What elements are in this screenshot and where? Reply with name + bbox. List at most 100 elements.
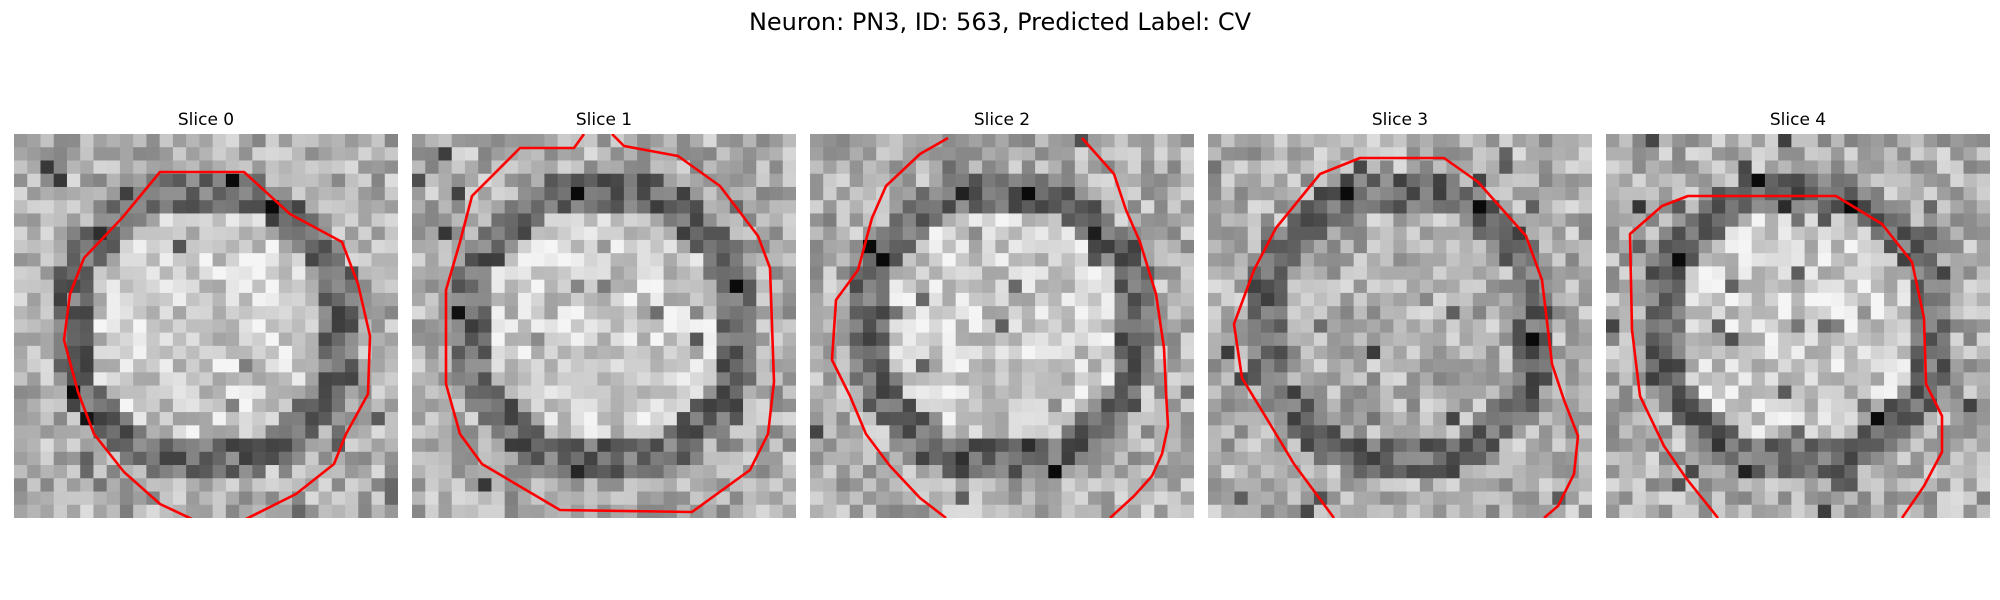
pixel-cell [1751,412,1766,426]
pixel-cell [716,266,731,281]
pixel-cell [1870,186,1885,201]
pixel-cell [1247,412,1262,426]
pixel-cell [756,292,771,307]
pixel-cell [1791,213,1806,228]
pixel-cell [1048,147,1063,162]
pixel-cell [1313,345,1328,360]
pixel-cell [133,465,148,479]
pixel-cell [66,186,81,201]
pixel-cell [1021,279,1036,294]
pixel-cell [1366,345,1381,360]
pixel-cell [27,279,42,294]
pixel-cell [1287,438,1302,453]
pixel-cell [823,451,838,466]
pixel-cell [1208,438,1222,453]
pixel-cell [1088,134,1102,148]
pixel-cell [1831,345,1845,360]
pixel-cell [1260,213,1275,228]
pixel-cell [1738,504,1753,518]
pixel-cell [1525,359,1540,373]
pixel-cell [53,134,68,148]
pixel-cell [305,491,320,506]
pixel-cell [1366,226,1381,241]
pixel-cell [27,186,42,201]
pixel-cell [810,398,824,413]
pixel-cell [1738,186,1753,201]
pixel-cell [557,173,572,188]
pixel-cell [915,226,930,241]
pixel-cell [1685,147,1700,162]
pixel-cell [1857,425,1872,440]
pixel-cell [1897,438,1912,453]
pixel-cell [743,491,757,506]
pixel-cell [1419,253,1434,268]
pixel-cell [1817,147,1832,162]
pixel-cell [597,359,612,373]
pixel-cell [1658,173,1673,188]
pixel-cell [836,345,851,360]
pixel-cell [1088,345,1102,360]
pixel-cell [1632,425,1647,440]
pixel-cell [1180,412,1194,426]
pixel-cell [1619,160,1634,175]
pixel-cell [199,345,214,360]
pixel-cell [1698,412,1713,426]
pixel-cell [318,134,333,148]
pixel-cell [1552,319,1567,334]
pixel-cell [40,134,55,148]
pixel-cell [597,451,612,466]
pixel-cell [1472,266,1487,281]
pixel-cell [1486,398,1500,413]
pixel-cell [1300,491,1315,506]
pixel-cell [1459,451,1474,466]
pixel-cell [478,292,493,307]
pixel-cell [1870,465,1885,479]
pixel-cell [1578,239,1592,254]
pixel-cell [146,332,161,347]
pixel-cell [1114,345,1129,360]
pixel-cell [889,332,904,347]
pixel-cell [1578,279,1592,294]
pixel-cell [133,292,148,307]
pixel-cell [80,239,95,254]
pixel-cell [371,186,386,201]
pixel-cell [1353,319,1368,334]
pixel-cell [889,438,904,453]
pixel-cell [1738,200,1753,215]
pixel-cell [1923,160,1938,175]
pixel-cell [703,451,718,466]
panel-title-slice-3: Slice 3 [1371,110,1429,130]
pixel-cell [1937,173,1951,188]
pixel-cell [1525,134,1540,148]
pixel-cell [942,200,957,215]
pixel-cell [1167,359,1182,373]
pixel-cell [1791,134,1806,148]
pixel-cell [438,425,453,440]
pixel-cell [451,319,466,334]
pixel-cell [769,200,784,215]
pixel-cell [212,292,227,307]
pixel-cell [1817,332,1832,347]
pixel-cell [663,478,678,493]
pixel-cell [769,253,784,268]
pixel-cell [412,332,426,347]
pixel-cell [637,213,651,228]
pixel-cell [1831,372,1845,387]
pixel-cell [1260,345,1275,360]
pixel-cell [1791,266,1806,281]
pixel-cell [1419,398,1434,413]
pixel-cell [1831,451,1845,466]
pixel-cell [478,147,493,162]
pixel-cell [690,465,704,479]
pixel-cell [1804,213,1819,228]
pixel-cell [1393,491,1408,506]
pixel-cell [716,491,731,506]
pixel-cell [1897,160,1912,175]
pixel-cell [1340,173,1355,188]
pixel-cell [1831,425,1845,440]
pixel-cell [1366,412,1381,426]
pixel-cell [172,372,187,387]
pixel-cell [345,239,359,254]
pixel-cell [318,425,333,440]
pixel-cell [1141,147,1155,162]
